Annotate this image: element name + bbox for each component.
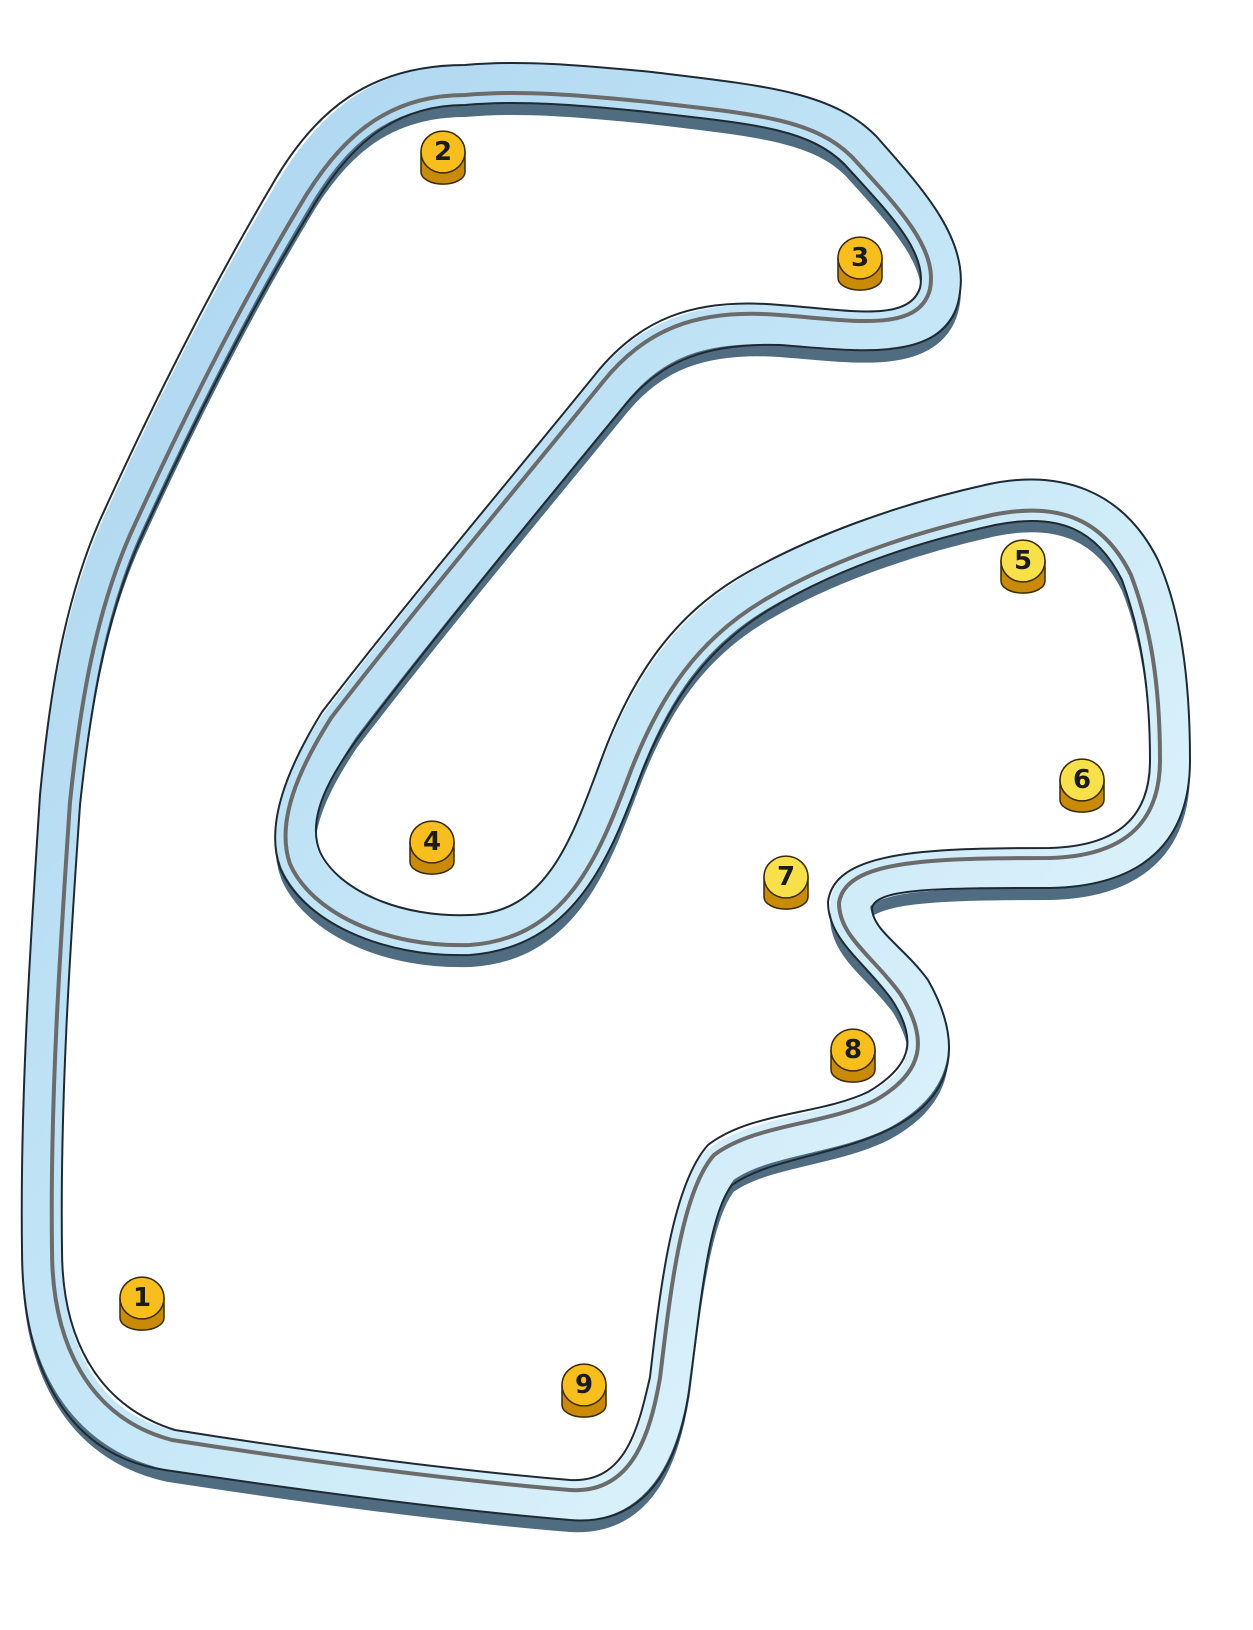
track-outline [20,61,1191,1522]
track-center-line [49,90,1162,1493]
marker-top [409,820,455,864]
marker-5: 5 [1000,539,1046,594]
marker-label: 9 [575,1370,593,1400]
marker-label: 4 [423,827,441,857]
marker-label: 2 [434,137,452,167]
marker-label: 1 [133,1283,151,1313]
marker-8: 8 [830,1028,876,1083]
marker-2: 2 [420,130,466,185]
marker-top [763,855,809,899]
marker-top [1000,539,1046,583]
markers-layer: 1 2 3 4 5 6 7 8 9 [119,130,1105,1418]
marker-label: 6 [1073,765,1091,795]
marker-top [837,236,883,280]
marker-top [1059,758,1105,802]
marker-label: 7 [777,862,795,892]
marker-top [119,1276,165,1320]
marker-9: 9 [561,1363,607,1418]
marker-top [561,1363,607,1407]
marker-6: 6 [1059,758,1105,813]
track-outline-inner [60,101,1151,1482]
marker-top [420,130,466,174]
marker-7: 7 [763,855,809,910]
marker-4: 4 [409,820,455,875]
marker-3: 3 [837,236,883,291]
marker-label: 3 [851,243,869,273]
marker-label: 8 [844,1035,862,1065]
marker-label: 5 [1014,546,1032,576]
marker-1: 1 [119,1276,165,1331]
track-surface [21,62,1190,1521]
marker-top [830,1028,876,1072]
